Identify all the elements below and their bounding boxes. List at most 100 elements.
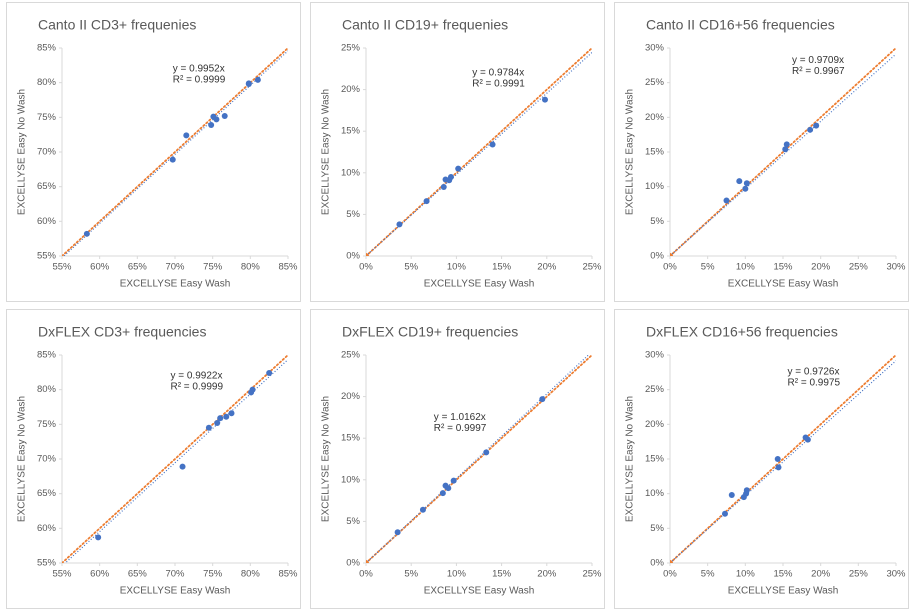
point <box>774 456 781 462</box>
y-tick-label: 25% <box>645 77 665 88</box>
point <box>254 76 261 83</box>
y-tick-label: 65% <box>37 181 57 192</box>
point <box>245 80 252 87</box>
point <box>366 560 369 563</box>
y-tick-label: 85% <box>37 350 57 361</box>
x-tick-label: 70% <box>165 262 185 273</box>
point <box>439 490 446 497</box>
panel-border <box>6 2 301 302</box>
y-tick-label: 20% <box>645 112 665 123</box>
point <box>445 485 452 492</box>
x-axis-title: EXCELLYSE Easy Wash <box>728 586 839 597</box>
chart-title: DxFLEX CD16+56 frequencies <box>646 324 838 340</box>
plot-area <box>62 48 288 256</box>
x-tick-label: 10% <box>447 262 467 273</box>
trendline-equation: y = 1.0162x <box>434 412 486 423</box>
y-tick-label: 60% <box>37 216 57 227</box>
y-tick-label: 55% <box>37 558 57 569</box>
point <box>223 413 230 420</box>
chart-panel: Canto II CD3+ frequenies EXCELLYSE Easy W… <box>6 2 301 302</box>
point <box>670 253 673 256</box>
x-axis-title: EXCELLYSE Easy Wash <box>728 279 839 290</box>
chart-title: DxFLEX CD19+ frequencies <box>342 324 518 340</box>
x-tick-label: 55% <box>52 262 72 273</box>
point <box>736 178 743 185</box>
trendline-equation: y = 0.9784x <box>472 68 524 79</box>
trendline <box>670 360 896 563</box>
x-tick-label: 75% <box>203 262 223 273</box>
point <box>804 436 811 443</box>
panel-border <box>6 309 301 609</box>
point <box>366 253 369 256</box>
x-tick-label: 15% <box>773 569 793 580</box>
r-squared: R² = 0.9999 <box>173 74 226 85</box>
panel-border <box>310 309 605 609</box>
trendline-equation: y = 0.9952x <box>173 63 225 74</box>
y-tick-label: 5% <box>346 516 360 527</box>
y-tick-label: 80% <box>37 77 57 88</box>
x-tick-label: 20% <box>811 262 831 273</box>
y-tick-label: 10% <box>341 167 361 178</box>
x-tick-label: 10% <box>447 569 467 580</box>
chart-panel: DxFLEX CD19+ frequencies EXCELLYSE Easy W… <box>310 309 605 609</box>
point <box>447 173 454 180</box>
y-tick-label: 65% <box>37 488 57 499</box>
y-axis-title: EXCELLYSE Easy No Wash <box>17 396 28 522</box>
x-tick-label: 20% <box>537 569 557 580</box>
y-tick-label: 85% <box>37 43 57 54</box>
x-tick-label: 5% <box>404 262 418 273</box>
plot-area <box>366 355 592 563</box>
r-squared: R² = 0.9991 <box>472 79 525 90</box>
chart-title: DxFLEX CD3+ frequencies <box>38 324 206 340</box>
point <box>208 121 215 128</box>
x-tick-label: 25% <box>849 569 869 580</box>
trendline-equation: y = 0.9726x <box>788 366 840 377</box>
r-squared: R² = 0.9999 <box>170 381 223 392</box>
x-tick-label: 0% <box>359 569 373 580</box>
x-tick-label: 15% <box>492 569 512 580</box>
identity-line <box>670 355 896 563</box>
point <box>483 449 490 456</box>
y-tick-label: 5% <box>346 209 360 220</box>
y-tick-label: 15% <box>341 433 361 444</box>
y-tick-label: 10% <box>341 474 361 485</box>
x-tick-label: 60% <box>90 569 110 580</box>
y-tick-label: 70% <box>37 454 57 465</box>
point <box>721 510 728 517</box>
y-axis-title: EXCELLYSE Easy No Wash <box>17 89 28 215</box>
trendline-equation: y = 0.9709x <box>792 55 844 66</box>
x-tick-label: 25% <box>849 262 869 273</box>
y-axis-title: EXCELLYSE Easy No Wash <box>625 89 636 215</box>
point <box>541 96 548 103</box>
point <box>723 197 730 204</box>
point <box>775 464 782 471</box>
point <box>228 410 235 417</box>
y-tick-label: 75% <box>37 419 57 430</box>
point <box>249 386 256 393</box>
trendline-equation: y = 0.9922x <box>170 370 222 381</box>
x-tick-label: 30% <box>886 569 906 580</box>
panel-border <box>310 2 605 302</box>
point <box>419 506 426 513</box>
point <box>539 396 546 403</box>
r-squared: R² = 0.9967 <box>792 66 845 77</box>
point <box>266 370 273 377</box>
y-tick-label: 0% <box>346 558 360 569</box>
x-tick-label: 65% <box>128 262 148 273</box>
chart-panel: DxFLEX CD3+ frequencies EXCELLYSE Easy Wa… <box>6 309 301 609</box>
chart-panel: Canto II CD16+56 frequencies EXCELLYSE Ea… <box>614 2 909 302</box>
point <box>169 156 176 163</box>
identity-line <box>670 48 896 256</box>
y-tick-label: 15% <box>341 126 361 137</box>
chart-panel: Canto II CD19+ frequenies EXCELLYSE Easy … <box>310 2 605 302</box>
point <box>728 492 735 499</box>
chart-title: Canto II CD19+ frequenies <box>342 17 508 33</box>
y-axis-title: EXCELLYSE Easy No Wash <box>321 396 332 522</box>
plot-area <box>62 355 288 563</box>
x-tick-label: 85% <box>278 569 298 580</box>
x-tick-label: 10% <box>736 569 756 580</box>
point <box>743 180 750 187</box>
x-tick-label: 20% <box>537 262 557 273</box>
point <box>217 415 224 422</box>
